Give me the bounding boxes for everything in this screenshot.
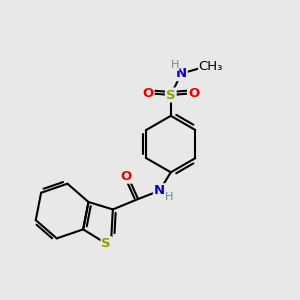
Text: N: N [176, 67, 187, 80]
Text: O: O [121, 170, 132, 183]
Text: O: O [142, 87, 154, 100]
Text: H: H [170, 60, 179, 70]
Text: H: H [165, 192, 173, 202]
Text: S: S [166, 88, 175, 101]
Text: S: S [101, 237, 111, 250]
Text: O: O [188, 87, 199, 100]
Text: CH₃: CH₃ [199, 60, 223, 73]
Text: N: N [154, 184, 165, 197]
